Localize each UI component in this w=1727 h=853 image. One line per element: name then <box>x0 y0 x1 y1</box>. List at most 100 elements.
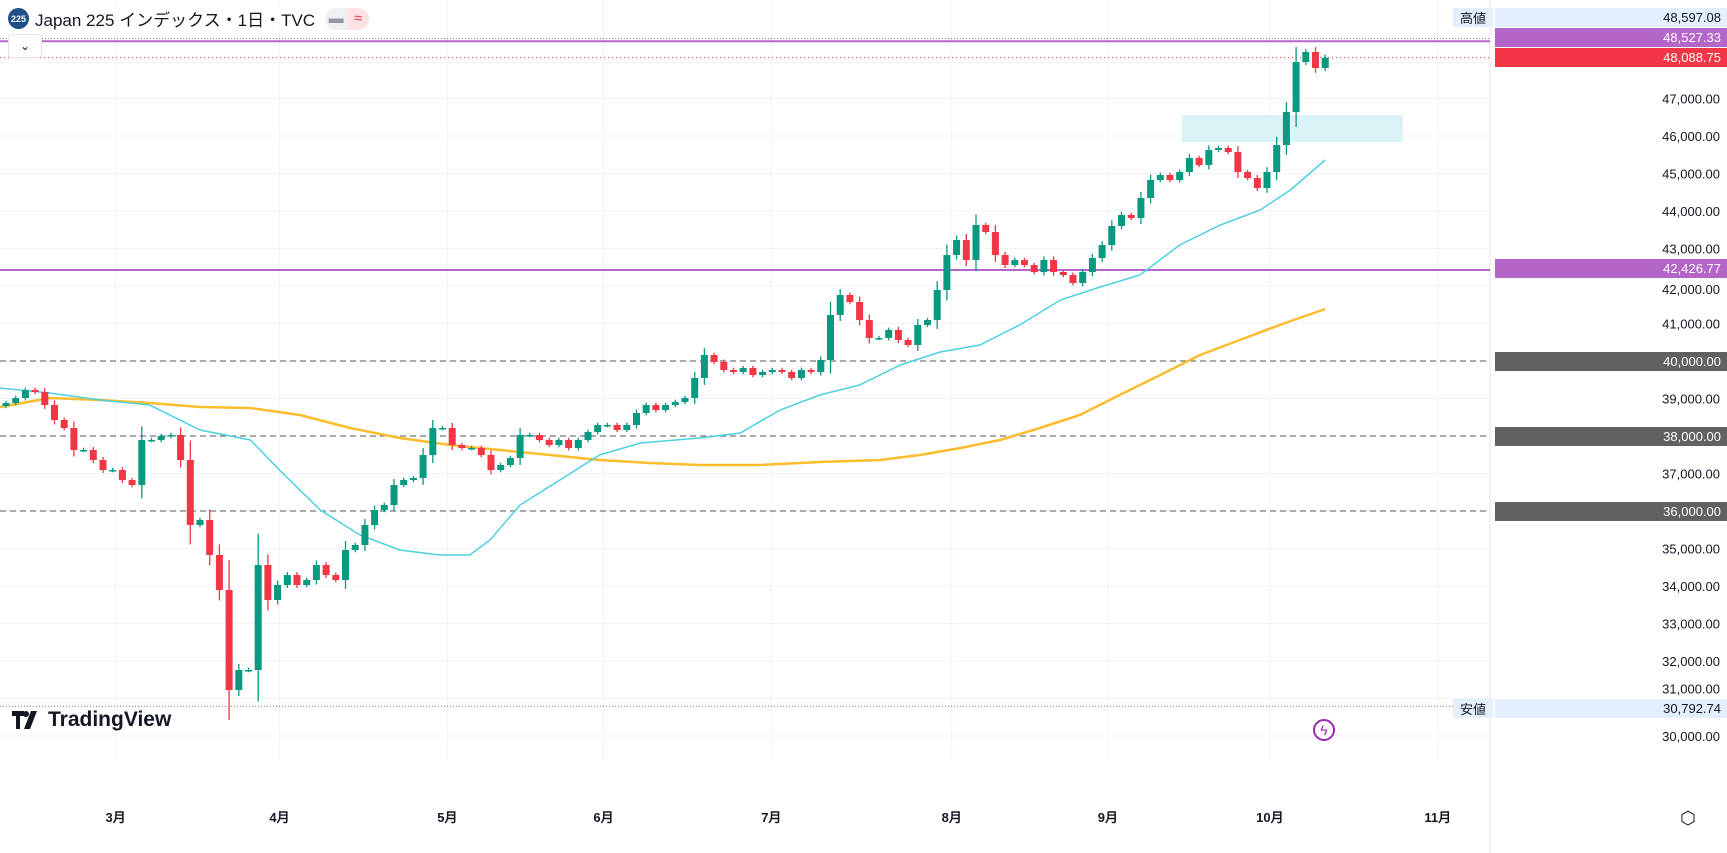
candle <box>565 437 573 451</box>
candle <box>196 517 204 528</box>
candle-body <box>1030 265 1038 273</box>
x-tick-label: 3月 <box>105 810 125 825</box>
candle-body <box>235 670 243 690</box>
candle-body <box>177 434 185 460</box>
candle-body <box>1321 57 1329 69</box>
candle <box>21 387 29 401</box>
candle-body <box>633 413 640 426</box>
y-tick-label: 47,000.00 <box>1662 92 1720 107</box>
candle <box>700 348 708 385</box>
candle-body <box>477 448 485 456</box>
candle-body <box>565 440 573 448</box>
candle <box>1312 47 1319 73</box>
candle <box>1118 211 1125 230</box>
candle <box>778 367 786 375</box>
candle <box>817 356 825 376</box>
y-tick-label: 44,000.00 <box>1662 204 1720 219</box>
candle <box>1021 257 1028 268</box>
candle-body <box>99 460 107 471</box>
candle-body <box>1234 152 1242 172</box>
candle-body <box>846 295 854 303</box>
y-tick-label: 31,000.00 <box>1662 682 1720 697</box>
candle <box>332 572 340 583</box>
candle <box>846 292 854 305</box>
settings-icon[interactable]: ⬡ <box>1680 808 1696 828</box>
level-price-label: 40,000.00 <box>1495 352 1727 371</box>
candle <box>186 440 194 545</box>
minus-icon[interactable]: ▬ <box>328 10 344 27</box>
candle-body <box>700 355 708 378</box>
candle <box>1282 102 1290 155</box>
candle-body <box>312 565 320 580</box>
candle-body <box>662 404 670 411</box>
candle-body <box>1147 179 1155 198</box>
candle-body <box>652 404 660 411</box>
candle-body <box>623 425 631 430</box>
candle-body <box>439 428 446 430</box>
candle-body <box>1195 158 1203 165</box>
candle-body <box>186 460 194 525</box>
candle-body <box>264 565 272 600</box>
candle <box>400 477 408 488</box>
lightning-icon[interactable]: ϟ <box>1313 719 1335 741</box>
logo-text: TradingView <box>48 708 172 731</box>
candle <box>458 442 466 451</box>
candle <box>991 225 999 262</box>
candle-body <box>206 520 214 555</box>
candle-body <box>584 431 592 441</box>
candle <box>1244 169 1252 181</box>
candle-body <box>681 398 689 402</box>
candle <box>245 667 252 673</box>
candle <box>788 369 796 381</box>
candle <box>1137 191 1145 225</box>
candle <box>652 402 660 413</box>
candle <box>89 446 97 464</box>
candle-body <box>1001 254 1009 265</box>
candle <box>439 425 446 431</box>
collapse-legend-button[interactable]: ⌄ <box>8 34 42 58</box>
candle-body <box>245 670 252 672</box>
candle-body <box>1118 215 1125 226</box>
candle-body <box>215 554 223 591</box>
candle-body <box>768 370 776 372</box>
header-pill[interactable]: ▬ ≈ <box>325 7 370 30</box>
candle <box>885 327 893 341</box>
candle-body <box>710 355 718 363</box>
candle <box>215 544 223 601</box>
candle-body <box>1224 148 1232 153</box>
y-tick-label: 30,000.00 <box>1662 729 1720 744</box>
candle-body <box>303 580 311 585</box>
candle-body <box>904 340 912 345</box>
candle <box>1215 145 1222 153</box>
y-tick-label: 32,000.00 <box>1662 654 1720 669</box>
candle-body <box>138 440 146 486</box>
candle <box>409 475 417 483</box>
candle <box>128 477 136 488</box>
approx-icon[interactable]: ≈ <box>347 7 370 30</box>
candle <box>312 560 320 585</box>
candle <box>1059 269 1067 278</box>
candle <box>759 369 767 378</box>
candle-body <box>225 590 233 690</box>
candle <box>943 244 951 301</box>
candle-body <box>613 425 621 430</box>
candle <box>322 561 330 579</box>
candle <box>264 554 272 611</box>
y-tick-label: 33,000.00 <box>1662 617 1720 632</box>
candle <box>80 447 88 453</box>
candle <box>642 402 650 416</box>
candle-body <box>836 295 844 315</box>
candle-body <box>691 377 699 399</box>
candle <box>807 367 815 375</box>
candle <box>12 395 20 406</box>
x-tick-label: 8月 <box>942 810 962 825</box>
tradingview-logo[interactable]: TradingView <box>12 708 171 732</box>
candle-body <box>1098 245 1106 258</box>
candle-body <box>991 232 999 255</box>
candle <box>836 289 844 321</box>
candle-body <box>254 565 262 670</box>
x-tick-label: 9月 <box>1098 810 1118 825</box>
symbol-title[interactable]: Japan 225 インデックス・1日・TVC <box>35 11 316 30</box>
candle-body <box>128 479 136 486</box>
